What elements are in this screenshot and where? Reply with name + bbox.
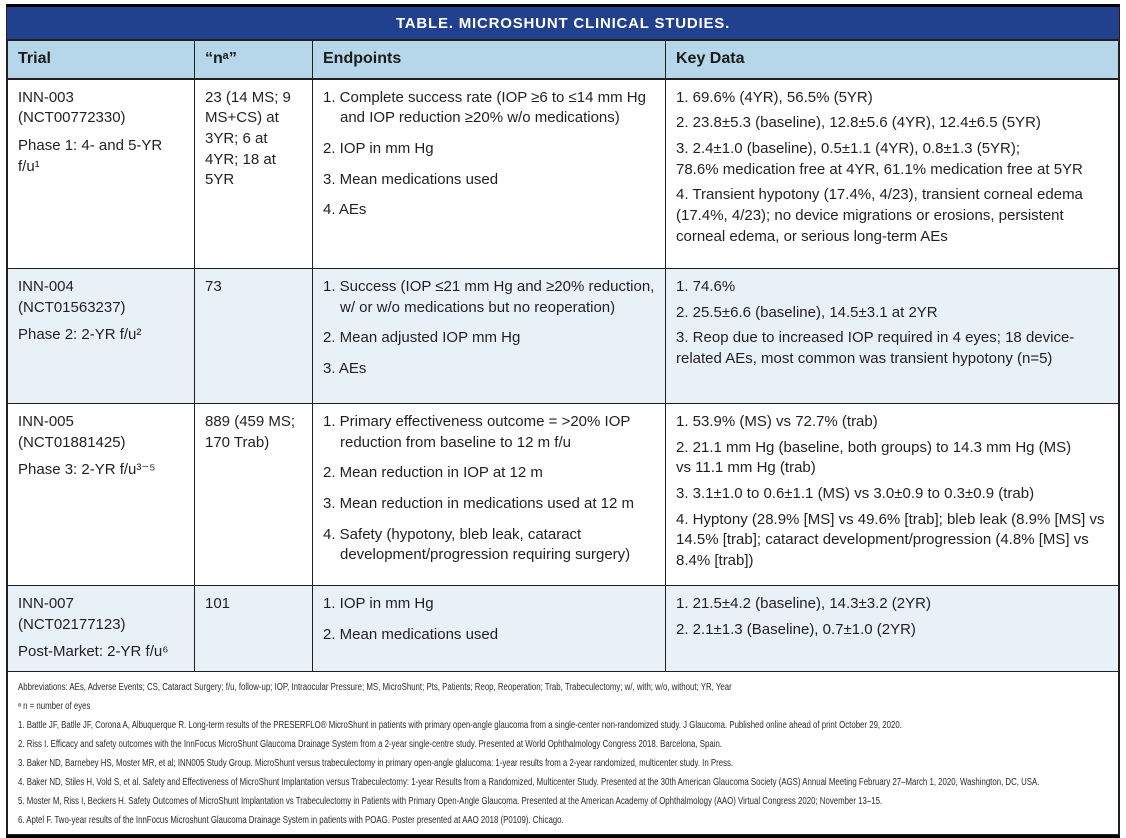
keydata-item: 4. Transient hypotony (17.4%, 4/23), tra… — [676, 186, 1083, 245]
n-cell: 101 — [194, 584, 313, 673]
reference-line: 2. Riss I. Efficacy and safety outcomes … — [18, 739, 722, 751]
trial-name: INN-007 (NCT02177123) — [18, 595, 126, 633]
trial-cell: INN-003 (NCT00772330) Phase 1: 4- and 5-… — [7, 78, 195, 269]
clinical-studies-table: TABLE. MICROSHUNT CLINICAL STUDIES. Tria… — [6, 4, 1120, 838]
endpoint-item: 4. Safety (hypotony, bleb leak, cataract… — [323, 525, 631, 564]
keydata-item: 1. 74.6% — [676, 278, 736, 295]
endpoint-item: 4. AEs — [323, 201, 367, 219]
n-cell: 23 (14 MS; 9 MS+CS) at 3YR; 6 at 4YR; 18… — [194, 78, 313, 269]
endpoint-item: 2. IOP in mm Hg — [323, 139, 434, 157]
abbreviations-line: Abbreviations: AEs, Adverse Events; CS, … — [18, 682, 732, 694]
table-row-inn004: INN-004 (NCT01563237) Phase 2: 2-YR f/u²… — [7, 268, 1119, 404]
endpoint-item: 3. AEs — [323, 360, 367, 378]
column-header-trial: Trial — [7, 40, 195, 80]
trial-phase: Phase 3: 2-YR f/u³⁻⁵ — [18, 461, 156, 479]
reference-line: 3. Baker ND, Barnebey HS, Moster MR, et … — [18, 758, 734, 770]
endpoint-item: 1. Success (IOP ≤21 mm Hg and ≥20% reduc… — [323, 278, 655, 316]
table-row-inn007: INN-007 (NCT02177123) Post-Market: 2-YR … — [7, 584, 1119, 673]
keydata-item: 1. 69.6% (4YR), 56.5% (5YR) — [676, 88, 873, 106]
keydata-item: 2. 21.1 mm Hg (baseline, both groups) to… — [676, 438, 1072, 477]
keydata-item: 1. 21.5±4.2 (baseline), 14.3±3.2 (2YR) — [676, 595, 931, 612]
endpoints-cell: 1. Success (IOP ≤21 mm Hg and ≥20% reduc… — [312, 268, 666, 404]
footnote-a: ᵃ n = number of eyes — [18, 701, 91, 713]
trial-name: INN-003 (NCT00772330) — [18, 88, 126, 127]
keydata-item: 3. 3.1±1.0 to 0.6±1.1 (MS) vs 3.0±0.9 to… — [676, 485, 1035, 503]
data-table: Trial “nᵃ” Endpoints Key Data INN-003 (N… — [7, 40, 1119, 836]
endpoint-item: 1. Primary effectiveness outcome = >20% … — [323, 413, 631, 451]
n-cell: 889 (459 MS; 170 Trab) — [194, 403, 313, 586]
column-header-endpoints: Endpoints — [312, 40, 666, 80]
header-row: Trial “nᵃ” Endpoints Key Data — [7, 40, 1119, 80]
keydata-item: 2. 23.8±5.3 (baseline), 12.8±5.6 (4YR), … — [676, 114, 1041, 132]
endpoints-cell: 1. Complete success rate (IOP ≥6 to ≤14 … — [312, 78, 666, 269]
endpoint-item: 3. Mean medications used — [323, 170, 499, 188]
reference-line: 6. Aptel F. Two-year results of the InnF… — [18, 815, 564, 827]
endpoint-item: 2. Mean reduction in IOP at 12 m — [323, 464, 543, 482]
footnotes-row: Abbreviations: AEs, Adverse Events; CS, … — [7, 671, 1119, 836]
table-row-inn003: INN-003 (NCT00772330) Phase 1: 4- and 5-… — [7, 78, 1119, 269]
reference-line: 4. Baker ND, Stiles H, Vold S, et al. Sa… — [18, 777, 1040, 789]
trial-phase: Phase 1: 4- and 5-YR f/u¹ — [18, 136, 163, 175]
keydata-item: 1. 53.9% (MS) vs 72.7% (trab) — [676, 413, 878, 430]
endpoints-cell: 1. Primary effectiveness outcome = >20% … — [312, 403, 666, 586]
trial-cell: INN-007 (NCT02177123) Post-Market: 2-YR … — [7, 584, 195, 673]
keydata-cell: 1. 69.6% (4YR), 56.5% (5YR) 2. 23.8±5.3 … — [665, 78, 1119, 269]
keydata-item: 2. 25.5±6.6 (baseline), 14.5±3.1 at 2YR — [676, 303, 938, 321]
endpoint-item: 2. Mean adjusted IOP mm Hg — [323, 329, 521, 347]
trial-phase: Post-Market: 2-YR f/u⁶ — [18, 643, 169, 661]
reference-line: 5. Moster M, Riss I, Beckers H. Safety O… — [18, 796, 883, 808]
trial-cell: INN-004 (NCT01563237) Phase 2: 2-YR f/u² — [7, 268, 195, 404]
keydata-cell: 1. 74.6% 2. 25.5±6.6 (baseline), 14.5±3.… — [665, 268, 1119, 404]
endpoint-item: 1. IOP in mm Hg — [323, 595, 434, 612]
table-row-inn005: INN-005 (NCT01881425) Phase 3: 2-YR f/u³… — [7, 403, 1119, 586]
keydata-item: 4. Hyptony (28.9% [MS] vs 49.6% [trab]; … — [676, 510, 1105, 570]
table-title: TABLE. MICROSHUNT CLINICAL STUDIES. — [7, 7, 1119, 40]
trial-cell: INN-005 (NCT01881425) Phase 3: 2-YR f/u³… — [7, 403, 195, 586]
endpoint-item: 2. Mean medications used — [323, 625, 499, 643]
trial-name: INN-005 (NCT01881425) — [18, 413, 126, 451]
endpoint-item: 1. Complete success rate (IOP ≥6 to ≤14 … — [323, 88, 646, 127]
keydata-cell: 1. 53.9% (MS) vs 72.7% (trab) 2. 21.1 mm… — [665, 403, 1119, 586]
keydata-cell: 1. 21.5±4.2 (baseline), 14.3±3.2 (2YR) 2… — [665, 584, 1119, 673]
keydata-item: 3. 2.4±1.0 (baseline), 0.5±1.1 (4YR), 0.… — [676, 139, 1083, 178]
n-cell: 73 — [194, 268, 313, 404]
footnotes: Abbreviations: AEs, Adverse Events; CS, … — [18, 678, 1108, 830]
endpoint-item: 3. Mean reduction in medications used at… — [323, 495, 635, 513]
column-header-n: “nᵃ” — [194, 40, 313, 80]
endpoints-cell: 1. IOP in mm Hg 2. Mean medications used — [312, 584, 666, 673]
table-header: Trial “nᵃ” Endpoints Key Data — [7, 40, 1119, 80]
reference-line: 1. Battle JF, Batlle JF, Corona A, Albuq… — [18, 720, 902, 732]
trial-phase: Phase 2: 2-YR f/u² — [18, 326, 142, 344]
footnotes-cell: Abbreviations: AEs, Adverse Events; CS, … — [7, 671, 1119, 836]
trial-name: INN-004 (NCT01563237) — [18, 278, 126, 316]
keydata-item: 3. Reop due to increased IOP required in… — [676, 329, 1075, 368]
table-body: INN-003 (NCT00772330) Phase 1: 4- and 5-… — [7, 78, 1119, 836]
keydata-item: 2. 2.1±1.3 (Baseline), 0.7±1.0 (2YR) — [676, 620, 916, 638]
column-header-key-data: Key Data — [665, 40, 1119, 80]
